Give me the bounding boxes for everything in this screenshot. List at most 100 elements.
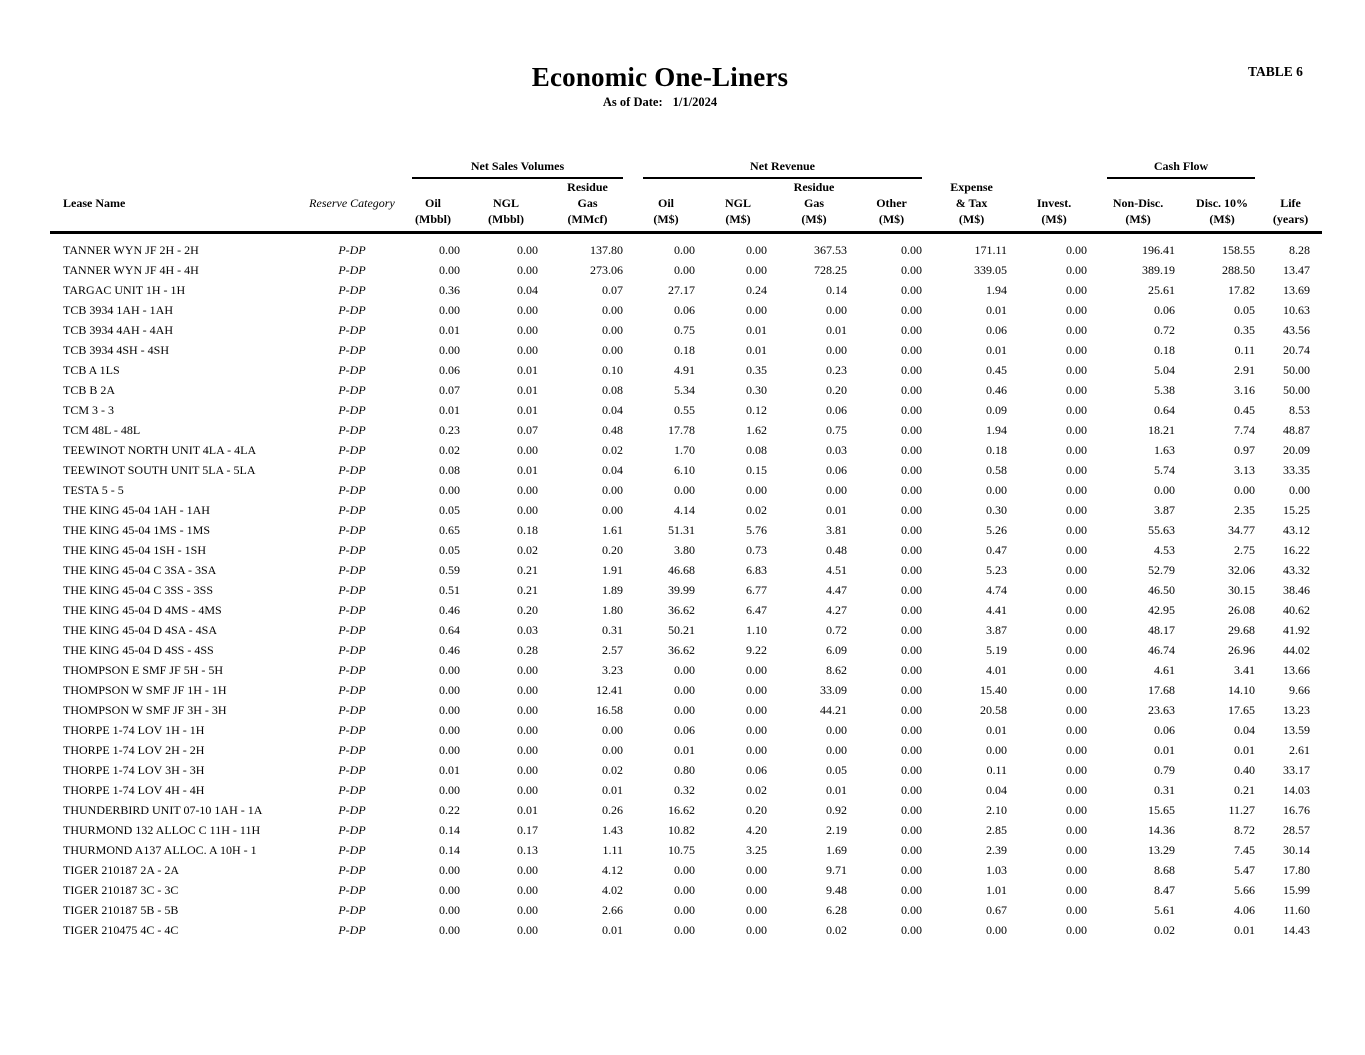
value-cell: 0.01 (674, 742, 695, 757)
lease-name-cell: THE KING 45-04 1AH - 1AH (63, 502, 210, 517)
table-row: TCB B 2A P-DP 0.07 0.01 0.08 5.34 0.30 0.20 0.00… (50, 380, 1322, 400)
value-cell: 0.00 (1066, 342, 1088, 357)
reserve-category-cell: P-DP (338, 302, 366, 317)
value-cell: 1.11 (602, 842, 623, 857)
value-cell: 0.31 (602, 622, 623, 637)
value-cell: 10.82 (668, 822, 695, 837)
value-cell: 43.56 (1283, 322, 1311, 337)
value-cell: 0.26 (602, 802, 623, 817)
value-cell: 5.34 (674, 382, 695, 397)
value-cell: 43.12 (1283, 522, 1311, 537)
value-cell: 20.74 (1283, 342, 1311, 357)
value-cell: 40.62 (1283, 602, 1311, 617)
value-cell: 0.47 (986, 542, 1008, 557)
value-cell: 0.00 (901, 842, 923, 857)
value-cell: 2.85 (986, 822, 1008, 837)
value-cell: 0.06 (986, 322, 1008, 337)
value-cell: 0.15 (746, 462, 767, 477)
reserve-category-cell: P-DP (338, 662, 366, 677)
value-cell: 0.18 (517, 522, 538, 537)
value-cell: 1.69 (826, 842, 847, 857)
lease-name-cell: THE KING 45-04 C 3SS - 3SS (63, 582, 214, 597)
value-cell: 1.80 (602, 602, 623, 617)
value-cell: 11.27 (1228, 802, 1256, 817)
reserve-category-cell: P-DP (338, 822, 366, 837)
value-cell: 0.00 (674, 862, 695, 877)
lease-name-cell: THURMOND 132 ALLOC C 11H - 11H (63, 822, 261, 837)
value-cell: 18.21 (1148, 422, 1176, 437)
value-cell: 36.62 (668, 602, 695, 617)
value-cell: 0.06 (439, 362, 460, 377)
value-cell: 0.01 (517, 402, 538, 417)
value-cell: 0.11 (1234, 342, 1256, 357)
value-cell: 2.35 (1234, 502, 1256, 517)
value-cell: 273.06 (590, 262, 623, 277)
value-cell: 0.00 (517, 442, 538, 457)
lease-name-cell: TCB 3934 4AH - 4AH (63, 322, 173, 337)
value-cell: 4.53 (1154, 542, 1176, 557)
value-cell: 0.00 (517, 922, 538, 937)
lease-name-cell: TEEWINOT SOUTH UNIT 5LA - 5LA (63, 462, 256, 477)
value-cell: 0.00 (517, 502, 538, 517)
value-cell: 0.00 (746, 742, 767, 757)
value-cell: 0.01 (826, 782, 847, 797)
value-cell: 0.24 (746, 282, 767, 297)
value-cell: 46.68 (668, 562, 695, 577)
value-cell: 1.91 (602, 562, 623, 577)
group-header-net-revenue: Net Revenue (633, 153, 932, 179)
economic-one-liners-table: Net Sales Volumes Net Revenue Cash Flow … (50, 153, 1323, 941)
value-cell: 0.02 (746, 502, 767, 517)
lease-name-cell: TESTA 5 - 5 (63, 482, 124, 497)
value-cell: 0.01 (517, 362, 538, 377)
value-cell: 0.05 (439, 502, 460, 517)
value-cell: 3.87 (986, 622, 1008, 637)
value-cell: 0.00 (746, 902, 767, 917)
value-cell: 288.50 (1222, 262, 1256, 277)
value-cell: 33.35 (1283, 462, 1311, 477)
reserve-category-cell: P-DP (338, 362, 366, 377)
column-header-oil-revenue: Oil (M$) (633, 179, 705, 234)
table-row: TANNER WYN JF 4H - 4H P-DP 0.00 0.00 273.06 0… (50, 260, 1322, 280)
value-cell: 13.69 (1283, 282, 1311, 297)
table-row: THE KING 45-04 C 3SS - 3SS P-DP 0.51 0.21 1.… (50, 580, 1322, 600)
value-cell: 0.21 (517, 562, 538, 577)
column-header-ngl-revenue: NGL (M$) (705, 179, 777, 234)
table-row: TIGER 210475 4C - 4C P-DP 0.00 0.00 0.01 0.00… (50, 920, 1322, 940)
value-cell: 0.00 (746, 262, 767, 277)
table-row: TCB 3934 1AH - 1AH P-DP 0.00 0.00 0.00 0.06 0.… (50, 300, 1322, 320)
value-cell: 0.12 (746, 402, 767, 417)
table-body: TANNER WYN JF 2H - 2H P-DP 0.00 0.00 137.80 0… (50, 233, 1322, 941)
value-cell: 0.00 (901, 642, 923, 657)
value-cell: 0.00 (602, 482, 623, 497)
value-cell: 0.20 (826, 382, 847, 397)
value-cell: 0.46 (439, 642, 460, 657)
reserve-category-cell: P-DP (338, 282, 366, 297)
value-cell: 5.26 (986, 522, 1008, 537)
table-row: THOMPSON W SMF JF 1H - 1H P-DP 0.00 0.00 12.… (50, 680, 1322, 700)
column-header-oil-volume: Oil (Mbbl) (402, 179, 470, 234)
lease-name-cell: THORPE 1-74 LOV 2H - 2H (63, 742, 205, 757)
value-cell: 0.01 (986, 302, 1008, 317)
lease-name-cell: THORPE 1-74 LOV 1H - 1H (63, 722, 205, 737)
value-cell: 0.00 (1066, 582, 1088, 597)
value-cell: 0.00 (826, 482, 847, 497)
value-cell: 11.60 (1283, 902, 1311, 917)
value-cell: 4.02 (602, 882, 623, 897)
value-cell: 0.00 (1066, 802, 1088, 817)
table-row: THURMOND A137 ALLOC. A 10H - 1 P-DP 0.14 0.… (50, 840, 1322, 860)
value-cell: 0.04 (517, 282, 538, 297)
value-cell: 0.00 (1066, 842, 1088, 857)
value-cell: 6.77 (746, 582, 767, 597)
value-cell: 0.00 (901, 502, 923, 517)
value-cell: 16.76 (1283, 802, 1311, 817)
reserve-category-cell: P-DP (338, 502, 366, 517)
value-cell: 9.71 (826, 862, 847, 877)
value-cell: 0.00 (1066, 922, 1088, 937)
value-cell: 0.00 (901, 682, 923, 697)
value-cell: 0.00 (517, 302, 538, 317)
value-cell: 5.47 (1234, 862, 1256, 877)
lease-name-cell: THURMOND A137 ALLOC. A 10H - 1 (63, 842, 257, 857)
value-cell: 0.00 (901, 342, 923, 357)
table-row: THOMPSON W SMF JF 3H - 3H P-DP 0.00 0.00 16.… (50, 700, 1322, 720)
value-cell: 14.03 (1283, 782, 1311, 797)
